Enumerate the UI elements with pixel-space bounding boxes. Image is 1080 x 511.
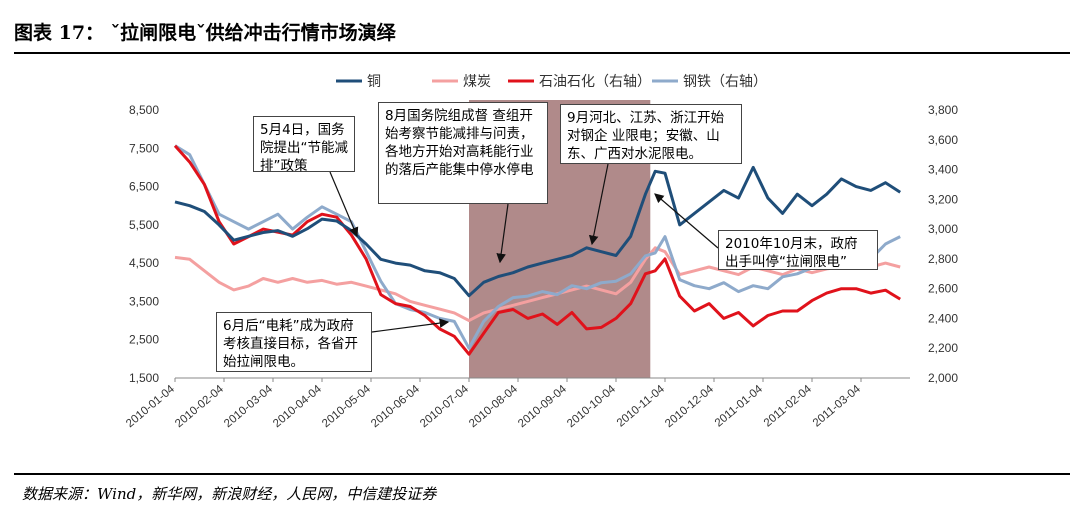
x-tick-label: 2011-03-04 [811, 383, 864, 430]
x-tick-label: 2010-07-04 [418, 383, 471, 430]
annotation-may: 5月4日，国务院提出“节能减排”政策 [253, 116, 355, 174]
x-tick-label: 2011-02-04 [762, 383, 815, 430]
legend-label: 钢铁（右轴） [683, 74, 767, 90]
annotation-jun: 6月后“电耗”成为政府考核直接目标，各省开始拉闸限电。 [216, 312, 372, 372]
y-tick-label: 8,500 [129, 103, 159, 117]
x-tick-label: 2010-11-04 [615, 383, 668, 430]
series-line-2 [173, 144, 901, 356]
y-tick-label: 6,500 [129, 180, 159, 194]
y2-tick-label: 2,800 [928, 252, 958, 266]
bottom-rule [14, 473, 1070, 475]
x-tick-label: 2010-01-04 [124, 383, 177, 430]
y-tick-label: 1,500 [129, 371, 159, 385]
series-line-1 [174, 246, 901, 323]
y2-tick-label: 2,200 [928, 341, 958, 355]
x-tick-label: 2010-08-04 [467, 383, 520, 430]
y2-tick-label: 3,000 [928, 222, 958, 236]
y2-tick-label: 3,200 [928, 192, 958, 206]
legend-label: 铜 [367, 74, 381, 90]
annotation-sep: 9月河北、江苏、浙江开始对钢企 业限电；安徽、山东、广西对水泥限电。 [560, 104, 742, 164]
annotation-oct: 2010年10月末，政府出手叫停“拉闸限电” [718, 230, 878, 270]
y2-tick-label: 2,000 [928, 371, 958, 385]
y2-tick-label: 3,600 [928, 133, 958, 147]
x-tick-label: 2010-02-04 [173, 383, 226, 430]
x-tick-label: 2010-10-04 [565, 383, 618, 430]
y2-tick-label: 3,800 [928, 103, 958, 117]
annotation-arrow-1 [496, 203, 509, 264]
figure-title: 图表 17： ˇ拉闸限电ˇ供给冲击行情市场演绎 [14, 22, 396, 44]
x-tick-label: 2010-05-04 [320, 383, 373, 430]
chart-svg: 1,500 2,500 3,500 4,500 5,500 6,500 7,500 8,500… [124, 74, 958, 430]
series-line-3 [174, 144, 901, 350]
top-rule [14, 52, 1070, 54]
annotation-arrow-3 [371, 318, 450, 333]
x-tick-label: 2010-09-04 [516, 383, 569, 430]
annotation-aug: 8月国务院组成督 查组开始考察节能减排与问责，各地方开始对高耗能行业的落后产能集… [378, 102, 548, 204]
x-tick-label: 2011-01-04 [713, 383, 766, 430]
x-tick-label: 2010-03-04 [222, 383, 275, 430]
y-tick-label: 4,500 [129, 256, 159, 270]
x-tick-label: 2010-12-04 [663, 383, 716, 430]
annotation-arrow-2 [588, 163, 609, 246]
y-tick-label: 2,500 [129, 333, 159, 347]
series-line-0 [174, 165, 902, 298]
y-tick-label: 7,500 [129, 141, 159, 155]
legend-label: 石油石化（右轴） [539, 74, 651, 90]
x-tick-label: 2010-04-04 [271, 383, 324, 430]
legend-label: 煤炭 [463, 74, 491, 90]
annotation-arrow-0 [329, 171, 359, 238]
annotation-arrow-4 [654, 193, 719, 249]
y2-tick-label: 2,400 [928, 311, 958, 325]
source-note: 数据来源：Wind，新华网，新浪财经，人民网，中信建投证券 [22, 485, 437, 503]
y-tick-label: 5,500 [129, 218, 159, 232]
x-tick-label: 2010-06-04 [369, 383, 422, 430]
y-tick-label: 3,500 [129, 294, 159, 308]
y2-tick-label: 3,400 [928, 163, 958, 177]
y2-tick-label: 2,600 [928, 282, 958, 296]
